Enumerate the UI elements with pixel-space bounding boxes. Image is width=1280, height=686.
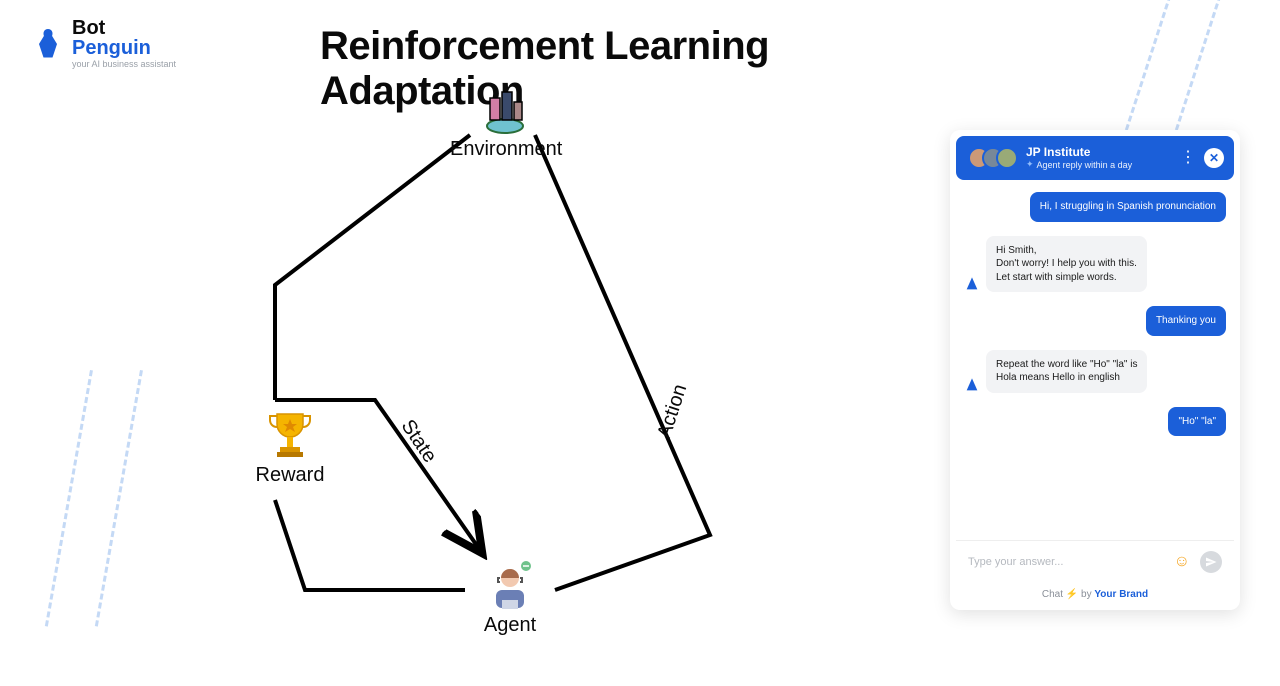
chat-footer: Chat ⚡ by Your Brand [956, 583, 1234, 604]
logo-line1: Bot [72, 18, 176, 38]
bot-avatar-icon [964, 276, 980, 292]
chat-widget: JP Institute ✦ Agent reply within a day … [950, 130, 1240, 610]
chat-footer-brand[interactable]: Your Brand [1094, 589, 1148, 600]
city-globe-icon [480, 90, 530, 134]
chat-title: JP Institute [1026, 146, 1132, 159]
avatar-stack [968, 147, 1018, 169]
send-icon [1205, 556, 1217, 568]
chat-message-user: "Ho" "la" [964, 407, 1226, 437]
support-person-icon [486, 560, 534, 610]
bot-avatar-icon [964, 377, 980, 393]
logo-tagline: your AI business assistant [72, 60, 176, 69]
node-reward-label: Reward [256, 464, 325, 486]
chat-message-bot: Hi Smith, Don't worry! I help you with t… [964, 236, 1226, 293]
send-button[interactable] [1200, 551, 1222, 573]
node-environment-label: Environment [450, 138, 562, 160]
chat-message-user: Hi, I struggling in Spanish pronunciatio… [964, 192, 1226, 222]
chat-input-placeholder: Type your answer... [968, 556, 1164, 568]
chat-menu-button[interactable]: ⋮ [1180, 150, 1196, 166]
node-environment: Environment [450, 90, 560, 161]
brand-logo: Bot Penguin your AI business assistant [30, 18, 176, 69]
chat-header: JP Institute ✦ Agent reply within a day … [956, 136, 1234, 180]
rl-diagram: Environment Reward Agent Action State [200, 90, 800, 650]
trophy-icon [267, 410, 313, 460]
bg-dash [95, 370, 143, 627]
logo-line2: Penguin [72, 38, 176, 58]
bg-dash [45, 370, 93, 627]
chat-message-bot: Repeat the word like "Ho" "la" is Hola m… [964, 350, 1226, 393]
node-agent-label: Agent [484, 614, 536, 636]
chat-message-user: Thanking you [964, 306, 1226, 336]
node-reward: Reward [240, 410, 340, 487]
verified-icon: ✦ [1026, 159, 1034, 170]
node-agent: Agent [465, 560, 555, 637]
chat-body: Hi, I struggling in Spanish pronunciatio… [956, 180, 1234, 540]
chat-close-button[interactable]: ✕ [1204, 148, 1224, 168]
penguin-icon [30, 26, 66, 62]
chat-subtitle: ✦ Agent reply within a day [1026, 159, 1132, 170]
emoji-icon[interactable]: ☺ [1174, 553, 1190, 571]
chat-input-bar[interactable]: Type your answer... ☺ [956, 540, 1234, 583]
